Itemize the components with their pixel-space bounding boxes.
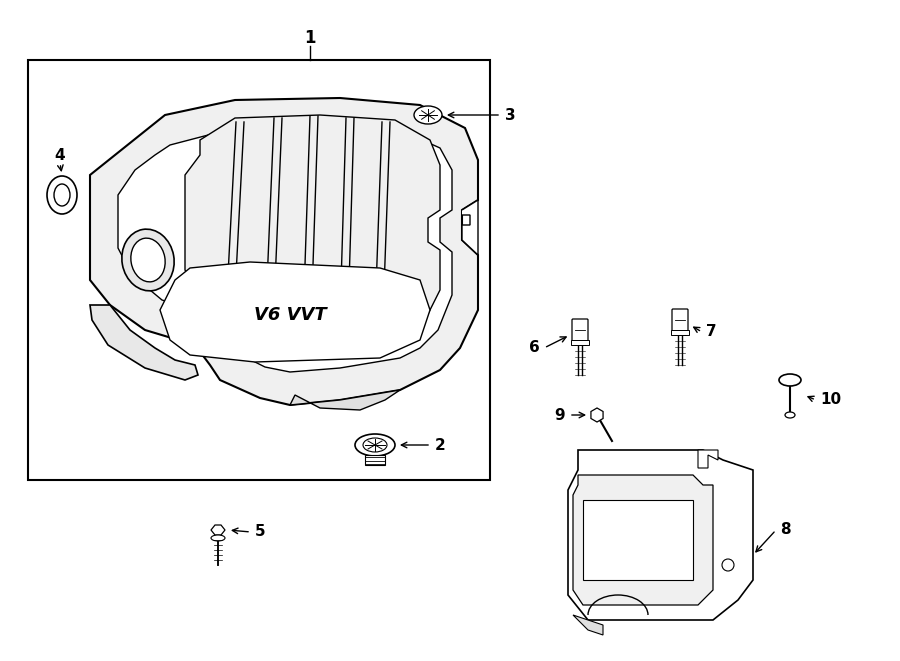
Text: 9: 9 — [554, 407, 565, 422]
Polygon shape — [290, 390, 400, 410]
Text: 2: 2 — [435, 438, 446, 453]
Ellipse shape — [414, 106, 442, 124]
Ellipse shape — [54, 184, 70, 206]
Bar — [583, 500, 693, 580]
Polygon shape — [462, 200, 478, 255]
Ellipse shape — [363, 438, 387, 452]
Polygon shape — [591, 408, 603, 422]
Bar — [365, 455, 385, 465]
Polygon shape — [118, 125, 452, 372]
Polygon shape — [211, 525, 225, 535]
Bar — [28, 60, 490, 480]
Text: 4: 4 — [55, 147, 66, 163]
Bar — [671, 330, 689, 335]
Ellipse shape — [130, 238, 166, 282]
Polygon shape — [698, 450, 718, 468]
Polygon shape — [160, 262, 430, 362]
Text: 6: 6 — [529, 340, 540, 356]
FancyBboxPatch shape — [572, 319, 588, 341]
Polygon shape — [568, 450, 753, 620]
Ellipse shape — [211, 535, 225, 541]
Ellipse shape — [779, 374, 801, 386]
Text: 7: 7 — [706, 325, 716, 340]
FancyBboxPatch shape — [672, 309, 688, 331]
Polygon shape — [185, 115, 440, 354]
Bar — [571, 340, 589, 345]
Text: V6 VVT: V6 VVT — [254, 306, 327, 324]
Text: 5: 5 — [255, 524, 266, 539]
Text: 10: 10 — [820, 393, 842, 407]
Ellipse shape — [47, 176, 77, 214]
Ellipse shape — [785, 412, 795, 418]
Polygon shape — [573, 475, 713, 605]
Polygon shape — [573, 615, 603, 635]
Circle shape — [722, 559, 734, 571]
Ellipse shape — [355, 434, 395, 456]
Ellipse shape — [122, 229, 175, 291]
Polygon shape — [90, 305, 198, 380]
Polygon shape — [90, 98, 478, 405]
Text: 3: 3 — [505, 108, 516, 122]
Text: 1: 1 — [304, 29, 316, 47]
Text: 8: 8 — [780, 522, 790, 537]
